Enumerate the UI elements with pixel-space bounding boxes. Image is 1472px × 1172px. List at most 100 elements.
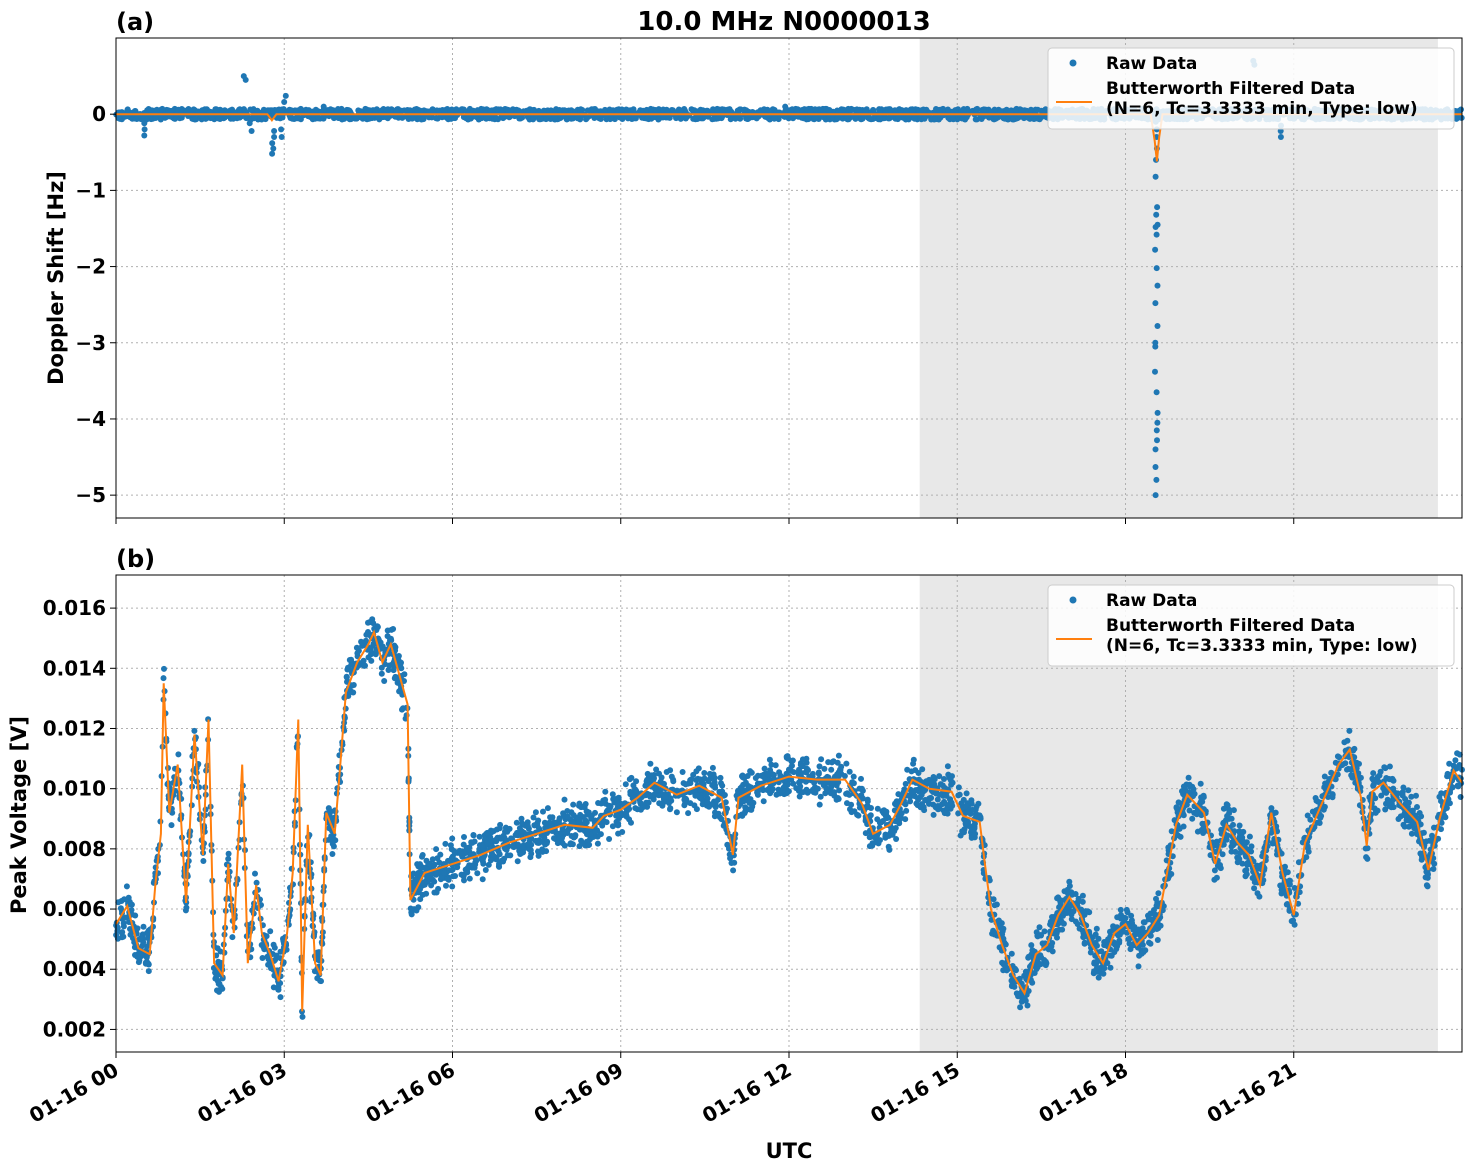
raw-data-point: [709, 764, 716, 771]
raw-data-point: [215, 115, 222, 122]
raw-data-point: [647, 760, 654, 767]
raw-data-point: [346, 107, 353, 114]
raw-data-point: [123, 883, 130, 890]
raw-data-point: [470, 832, 477, 839]
raw-data-point: [955, 784, 962, 791]
raw-data-point: [1154, 437, 1160, 444]
raw-data-point: [1036, 924, 1043, 931]
y-tick-label: −4: [75, 407, 106, 431]
raw-data-point: [514, 858, 521, 865]
raw-data-point: [192, 116, 198, 123]
raw-data-point: [772, 762, 779, 769]
raw-data-point: [135, 959, 142, 966]
raw-data-point: [1128, 912, 1135, 919]
raw-data-point: [783, 106, 790, 113]
raw-data-point: [1033, 966, 1040, 972]
raw-data-point: [715, 115, 722, 122]
raw-data-point: [670, 778, 677, 785]
raw-data-point: [561, 796, 568, 803]
raw-data-point: [1152, 446, 1159, 453]
raw-data-point: [814, 785, 821, 792]
raw-data-point: [271, 128, 278, 134]
raw-data-point: [540, 107, 547, 114]
raw-data-point: [537, 116, 544, 123]
raw-data-point: [1154, 937, 1161, 943]
raw-data-point: [426, 108, 432, 115]
raw-data-point: [1457, 794, 1464, 800]
raw-data-point: [524, 822, 531, 829]
raw-data-point: [350, 689, 357, 696]
raw-data-point: [835, 752, 842, 759]
raw-data-point: [1413, 792, 1419, 799]
raw-data-point: [866, 843, 873, 850]
raw-data-point: [764, 771, 771, 778]
raw-data-point: [841, 773, 848, 779]
raw-data-point: [141, 126, 148, 133]
raw-data-point: [688, 106, 695, 113]
legend-raw-marker: [1069, 59, 1077, 67]
raw-data-point: [579, 107, 586, 113]
raw-data-point: [1153, 265, 1160, 272]
raw-data-point: [1005, 116, 1011, 123]
raw-data-point: [289, 115, 296, 122]
raw-data-point: [418, 116, 425, 123]
raw-data-point: [152, 115, 159, 121]
raw-data-point: [1254, 862, 1260, 869]
raw-data-point: [741, 810, 748, 816]
raw-data-point: [326, 107, 332, 114]
y-tick-label: −5: [75, 483, 106, 507]
raw-data-point: [493, 115, 500, 122]
raw-data-point: [748, 806, 755, 813]
raw-data-point: [1152, 300, 1159, 307]
raw-data-point: [230, 115, 237, 122]
raw-data-point: [1034, 106, 1041, 113]
raw-data-point: [856, 106, 863, 113]
raw-data-point: [771, 115, 778, 122]
raw-data-point: [570, 801, 577, 808]
raw-data-point: [826, 107, 833, 113]
raw-data-point: [278, 134, 285, 140]
raw-data-point: [609, 791, 616, 798]
raw-data-point: [1345, 765, 1352, 772]
raw-data-point: [561, 107, 568, 114]
raw-data-point: [677, 115, 684, 122]
raw-data-point: [850, 773, 857, 780]
panel-b: 0.0020.0040.0060.0080.0100.0120.0140.016…: [7, 545, 1465, 1128]
panel-a-x-ticks: [115, 518, 1295, 524]
raw-data-point: [265, 961, 272, 968]
raw-data-point: [695, 765, 702, 772]
raw-data-point: [325, 805, 332, 812]
raw-data-point: [1028, 106, 1034, 113]
raw-data-point: [594, 840, 601, 847]
raw-data-point: [191, 727, 198, 734]
raw-data-point: [577, 811, 584, 818]
raw-data-point: [1219, 851, 1226, 858]
raw-data-point: [201, 106, 208, 113]
raw-data-point: [476, 833, 483, 840]
y-tick-label: 0: [92, 102, 106, 126]
raw-data-point: [119, 929, 126, 936]
raw-data-point: [1008, 950, 1015, 957]
raw-data-point: [858, 785, 865, 792]
raw-data-point: [981, 106, 987, 113]
raw-data-point: [761, 106, 768, 113]
legend-filtered-label: (N=6, Tc=3.3333 min, Type: low): [1106, 99, 1418, 119]
raw-data-point: [717, 774, 724, 781]
raw-data-point: [465, 116, 472, 123]
raw-data-point: [727, 116, 734, 123]
raw-data-point: [335, 115, 342, 121]
raw-data-point: [963, 790, 970, 797]
raw-data-point: [911, 115, 918, 122]
raw-data-point: [1152, 492, 1159, 499]
raw-data-point: [584, 107, 591, 114]
raw-data-point: [329, 851, 336, 857]
raw-data-point: [1154, 204, 1161, 211]
raw-data-point: [706, 770, 713, 777]
raw-data-point: [1277, 134, 1284, 140]
raw-data-point: [761, 765, 768, 772]
raw-data-point: [609, 823, 616, 830]
raw-data-point: [175, 751, 182, 758]
raw-data-point: [320, 103, 327, 110]
